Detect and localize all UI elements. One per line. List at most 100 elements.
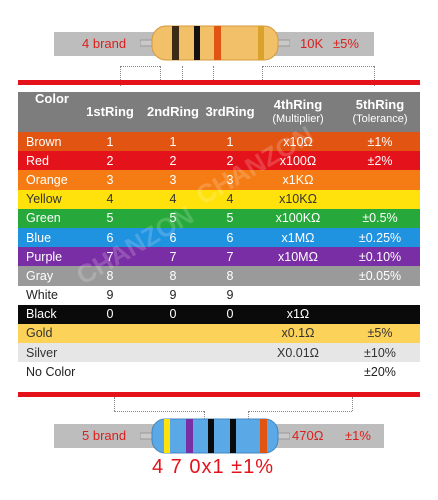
ring1-cell: 6 [106,230,114,245]
color-name-cell: Brown [26,134,62,149]
table-row: Gold x0.1Ω ±5% [18,323,420,344]
leader-line [248,411,249,421]
ring1-cell: 0 [106,307,114,322]
color-name-cell: Silver [26,345,58,360]
table-row: Blue 6 6 6 x1MΩ ±0.25% [18,227,420,248]
ring3-cell: 6 [226,230,234,245]
bottom-red-rule [18,392,420,397]
ring1-cell: 4 [106,192,114,207]
ring3-cell: 3 [226,172,234,187]
tolerance-cell: ±0.05% [358,268,402,283]
leader-line [114,411,204,412]
ring1-cell: 3 [106,172,114,187]
ring3-cell: 7 [226,249,234,264]
ring3-cell [204,343,256,362]
ring2-cell: 2 [169,153,177,168]
header-ring5-sub: (Tolerance) [352,113,408,125]
color-name-cell: Red [26,153,49,168]
color-name-cell: Black [26,307,57,322]
ring1-cell: 9 [106,288,114,303]
leader-line [114,397,115,411]
multiplier-cell [256,286,340,305]
ring2-cell: 6 [169,230,177,245]
table-row: Green 5 5 5 x100KΩ ±0.5% [18,208,420,228]
ring2-cell: 5 [169,211,177,226]
table-row: Gray 8 8 8 ±0.05% [18,266,420,286]
tolerance-cell: ±2% [367,153,393,168]
ring3-cell: 4 [226,192,234,207]
table-row: Silver X0.01Ω ±10% [18,343,420,363]
multiplier-cell: x1Ω [286,307,310,322]
bottom-tolerance-value: ±1% [345,428,371,443]
color-name-cell: White [26,288,58,303]
bottom-resistor-icon [140,418,290,454]
color-name-cell: Blue [26,230,52,245]
top-red-rule [18,80,420,85]
ring3-cell [204,362,256,381]
header-ring2: 2ndRing [142,92,204,132]
ring2-cell [142,324,204,343]
header-ring2-label: 2ndRing [147,104,199,119]
header-ring5-label: 5thRing [355,97,405,112]
tolerance-cell [340,286,420,305]
color-code-table: Color 1stRing 2ndRing 3rdRing 4thRing (M… [18,92,420,382]
ring2-cell: 1 [169,134,177,149]
color-name-cell: Gold [26,326,53,341]
multiplier-cell: x1KΩ [282,172,314,187]
ring3-cell: 0 [226,307,234,322]
ring1-cell [78,324,142,343]
multiplier-cell: x10KΩ [279,192,317,207]
ring3-cell: 8 [226,268,234,283]
header-ring3: 3rdRing [204,92,256,132]
tolerance-cell [340,305,420,324]
leader-line [182,66,183,80]
ring2-cell: 8 [169,268,177,283]
ring3-cell: 1 [226,134,234,149]
ring1-cell: 1 [106,134,114,149]
header-ring1: 1stRing [78,92,142,132]
multiplier-cell: x100KΩ [275,211,321,226]
leader-line [213,66,214,80]
tolerance-cell: ±5% [367,326,393,341]
ring2-cell [142,362,204,381]
multiplier-cell: x0.1Ω [281,326,315,341]
top-tolerance-value: ±5% [333,36,359,51]
tolerance-cell [340,190,420,209]
header-ring1-label: 1stRing [86,104,134,119]
header-color-label: Color [35,91,69,106]
multiplier-cell [256,266,340,285]
top-band-count-label: 4 brand [82,36,127,51]
ring2-cell: 7 [169,249,177,264]
tolerance-cell: ±1% [367,134,393,149]
header-color: Color [18,92,78,132]
top-resistance-value: 10K [300,36,324,51]
color-name-cell: Purple [26,249,63,264]
header-ring4-label: 4thRing [273,97,323,112]
color-name-cell: Green [26,211,61,226]
ring1-cell: 7 [106,249,114,264]
table-row: Brown 1 1 1 x10Ω ±1% [18,132,420,152]
multiplier-cell [256,362,340,381]
table-header: Color 1stRing 2ndRing 3rdRing 4thRing (M… [18,92,420,132]
bottom-decoded-value: 4 7 0x1 ±1% [152,456,275,478]
top-resistor-icon [140,25,290,61]
table-row: White 9 9 9 [18,285,420,305]
leader-line [160,66,161,80]
ring1-cell: 2 [106,153,114,168]
tolerance-cell: ±0.5% [362,211,398,226]
table-row: Orange 3 3 3 x1KΩ [18,170,420,190]
ring2-cell: 4 [169,192,177,207]
leader-line [374,66,375,86]
header-ring5: 5thRing (Tolerance) [340,92,420,132]
ring1-cell: 5 [106,211,114,226]
bottom-band-count-label: 5 brand [82,428,127,443]
leader-line [262,66,374,67]
leader-line [262,66,263,80]
multiplier-cell: x10MΩ [278,249,318,264]
multiplier-cell: X0.01Ω [276,345,319,360]
header-ring4: 4thRing (Multiplier) [256,92,340,132]
table-row: Purple 7 7 7 x10MΩ ±0.10% [18,247,420,267]
table-body: Brown 1 1 1 x10Ω ±1% Red 2 2 2 x100Ω ±2% Orange 3 3 3 x1… [18,132,420,382]
ring2-cell: 3 [169,172,177,187]
tolerance-cell: ±10% [364,345,396,360]
